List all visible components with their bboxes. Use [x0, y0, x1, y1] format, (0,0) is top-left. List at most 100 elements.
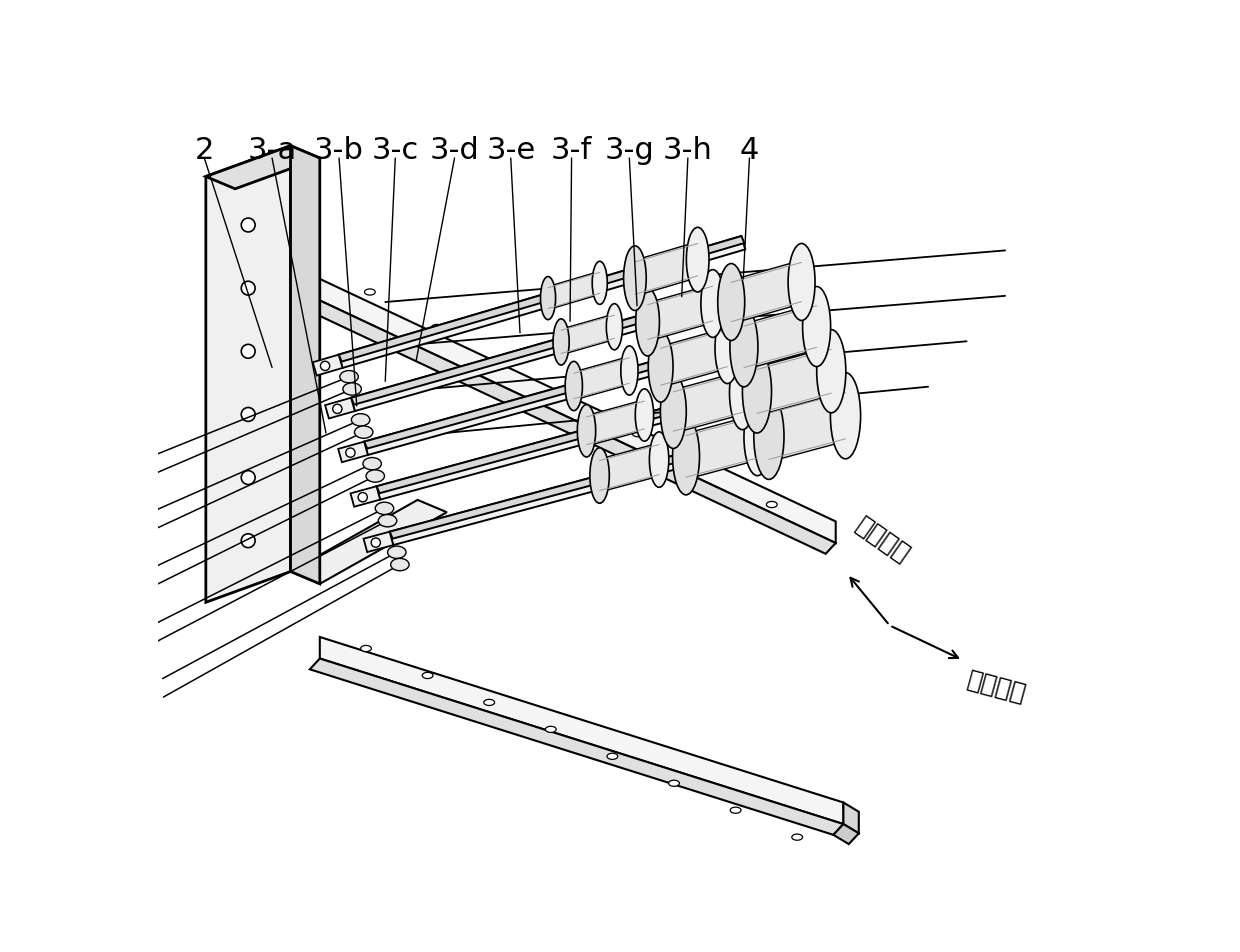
Polygon shape — [681, 416, 763, 478]
Ellipse shape — [650, 432, 668, 487]
Ellipse shape — [565, 396, 577, 402]
Ellipse shape — [699, 466, 711, 473]
Text: 3-g: 3-g — [604, 136, 655, 165]
Ellipse shape — [388, 546, 405, 559]
Polygon shape — [843, 803, 859, 833]
Polygon shape — [351, 282, 765, 406]
Ellipse shape — [590, 448, 609, 504]
Ellipse shape — [672, 419, 699, 495]
Ellipse shape — [621, 347, 639, 396]
Ellipse shape — [565, 362, 583, 411]
Ellipse shape — [371, 539, 381, 547]
Text: 3-h: 3-h — [663, 136, 713, 165]
Ellipse shape — [754, 394, 784, 480]
Ellipse shape — [332, 405, 342, 414]
Ellipse shape — [366, 470, 384, 483]
Ellipse shape — [730, 807, 742, 813]
Ellipse shape — [817, 330, 846, 413]
Text: 4: 4 — [740, 136, 759, 165]
Ellipse shape — [378, 515, 397, 527]
Polygon shape — [595, 445, 663, 491]
Ellipse shape — [355, 426, 373, 439]
Polygon shape — [363, 532, 393, 552]
Ellipse shape — [484, 700, 495, 705]
Polygon shape — [570, 358, 634, 400]
Ellipse shape — [376, 503, 394, 515]
Polygon shape — [389, 417, 823, 545]
Ellipse shape — [635, 389, 653, 442]
Ellipse shape — [687, 228, 709, 292]
Polygon shape — [558, 315, 618, 354]
Polygon shape — [377, 371, 805, 500]
Polygon shape — [320, 280, 836, 544]
Ellipse shape — [766, 502, 777, 508]
Polygon shape — [544, 273, 603, 309]
Polygon shape — [206, 147, 320, 189]
Text: 3-c: 3-c — [372, 136, 419, 165]
Ellipse shape — [391, 559, 409, 571]
Ellipse shape — [578, 406, 595, 458]
Polygon shape — [310, 659, 843, 835]
Ellipse shape — [541, 277, 556, 320]
Ellipse shape — [744, 399, 771, 476]
Text: 3-e: 3-e — [486, 136, 536, 165]
Polygon shape — [206, 147, 290, 603]
Ellipse shape — [320, 362, 330, 371]
Ellipse shape — [729, 356, 755, 430]
Ellipse shape — [715, 313, 740, 385]
Ellipse shape — [363, 458, 382, 470]
Text: 3-f: 3-f — [551, 136, 593, 165]
Ellipse shape — [831, 373, 861, 460]
Ellipse shape — [668, 781, 680, 786]
Ellipse shape — [498, 361, 510, 367]
Polygon shape — [351, 486, 381, 507]
Polygon shape — [365, 326, 785, 449]
Polygon shape — [312, 355, 342, 376]
Ellipse shape — [632, 431, 644, 437]
Text: 水平方向: 水平方向 — [965, 666, 1029, 705]
Polygon shape — [339, 442, 368, 463]
Ellipse shape — [606, 305, 622, 350]
Text: 3-d: 3-d — [430, 136, 480, 165]
Ellipse shape — [422, 673, 433, 679]
Ellipse shape — [802, 288, 831, 367]
Text: 竖直方向: 竖直方向 — [851, 512, 914, 566]
Polygon shape — [339, 237, 745, 368]
Polygon shape — [365, 326, 785, 455]
Polygon shape — [389, 417, 823, 539]
Ellipse shape — [661, 375, 686, 449]
Text: 3-b: 3-b — [314, 136, 365, 165]
Polygon shape — [377, 371, 804, 494]
Polygon shape — [339, 237, 744, 362]
Ellipse shape — [624, 247, 646, 311]
Ellipse shape — [593, 262, 608, 305]
Polygon shape — [583, 402, 649, 446]
Polygon shape — [320, 637, 843, 824]
Ellipse shape — [242, 408, 255, 422]
Ellipse shape — [636, 288, 660, 357]
Ellipse shape — [358, 493, 367, 503]
Ellipse shape — [718, 265, 745, 341]
Ellipse shape — [608, 753, 618, 760]
Ellipse shape — [242, 219, 255, 232]
Ellipse shape — [242, 471, 255, 485]
Polygon shape — [656, 329, 733, 387]
Ellipse shape — [340, 371, 358, 384]
Ellipse shape — [730, 307, 758, 387]
Polygon shape — [290, 501, 446, 585]
Polygon shape — [668, 373, 748, 432]
Text: 3-a: 3-a — [248, 136, 296, 165]
Polygon shape — [725, 263, 807, 323]
Ellipse shape — [789, 245, 815, 321]
Ellipse shape — [649, 332, 673, 403]
Text: 2: 2 — [195, 136, 215, 165]
Polygon shape — [290, 147, 320, 585]
Polygon shape — [642, 287, 718, 341]
Polygon shape — [325, 398, 355, 419]
Ellipse shape — [242, 345, 255, 359]
Polygon shape — [310, 301, 836, 554]
Polygon shape — [738, 306, 822, 368]
Polygon shape — [751, 349, 837, 414]
Ellipse shape — [365, 289, 376, 296]
Ellipse shape — [701, 270, 724, 338]
